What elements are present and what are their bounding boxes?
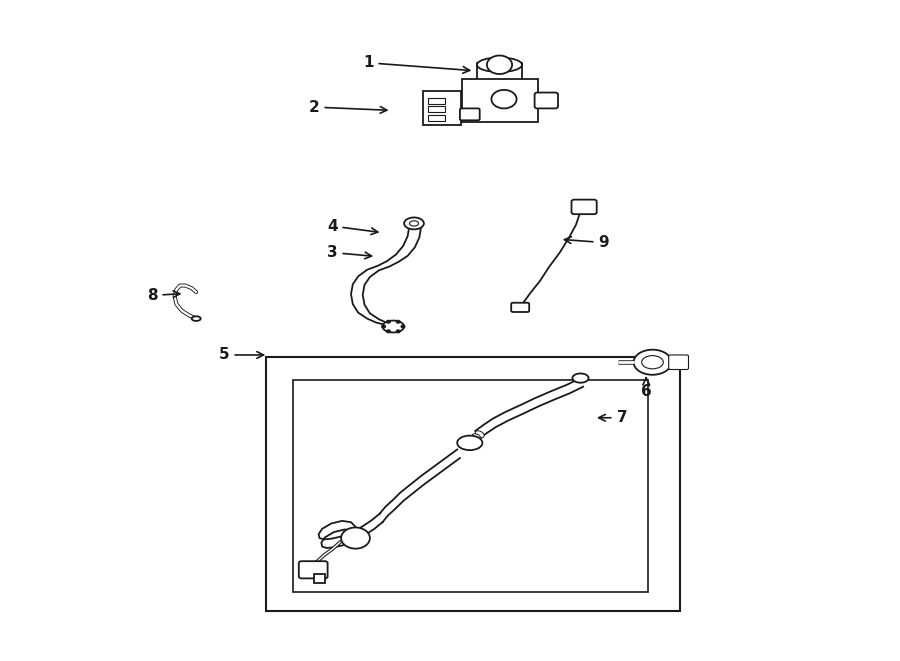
Circle shape	[387, 330, 391, 332]
FancyBboxPatch shape	[511, 303, 529, 312]
Ellipse shape	[475, 431, 484, 438]
Ellipse shape	[192, 317, 201, 321]
FancyBboxPatch shape	[428, 106, 445, 112]
Bar	[266, 357, 680, 611]
FancyBboxPatch shape	[299, 561, 328, 578]
Ellipse shape	[634, 350, 671, 375]
Ellipse shape	[457, 436, 482, 450]
Ellipse shape	[410, 221, 418, 226]
Circle shape	[491, 90, 517, 108]
FancyBboxPatch shape	[669, 355, 689, 369]
Text: 4: 4	[327, 219, 378, 235]
FancyBboxPatch shape	[460, 108, 480, 120]
Circle shape	[487, 56, 512, 74]
Ellipse shape	[382, 321, 404, 332]
Ellipse shape	[642, 356, 663, 369]
Ellipse shape	[466, 440, 474, 447]
Circle shape	[382, 325, 385, 328]
FancyBboxPatch shape	[477, 63, 522, 84]
Text: 9: 9	[564, 235, 609, 250]
Text: 5: 5	[219, 348, 264, 362]
Text: 2: 2	[309, 100, 387, 114]
Bar	[292, 380, 648, 592]
Text: 8: 8	[147, 288, 180, 303]
Ellipse shape	[469, 437, 478, 444]
Ellipse shape	[572, 373, 589, 383]
Text: 6: 6	[641, 377, 652, 399]
FancyBboxPatch shape	[314, 574, 325, 583]
Text: 7: 7	[598, 410, 627, 425]
Circle shape	[396, 330, 400, 332]
Ellipse shape	[477, 58, 522, 72]
Text: 1: 1	[363, 56, 470, 73]
Circle shape	[341, 527, 370, 549]
Ellipse shape	[463, 443, 472, 449]
FancyBboxPatch shape	[535, 93, 558, 108]
FancyBboxPatch shape	[428, 115, 445, 121]
FancyBboxPatch shape	[572, 200, 597, 214]
Text: 3: 3	[327, 245, 372, 260]
FancyBboxPatch shape	[423, 91, 461, 125]
Circle shape	[387, 321, 391, 323]
Circle shape	[401, 325, 405, 328]
FancyBboxPatch shape	[462, 79, 538, 122]
Circle shape	[396, 321, 400, 323]
Ellipse shape	[472, 434, 481, 441]
Ellipse shape	[404, 217, 424, 229]
FancyBboxPatch shape	[428, 98, 445, 104]
